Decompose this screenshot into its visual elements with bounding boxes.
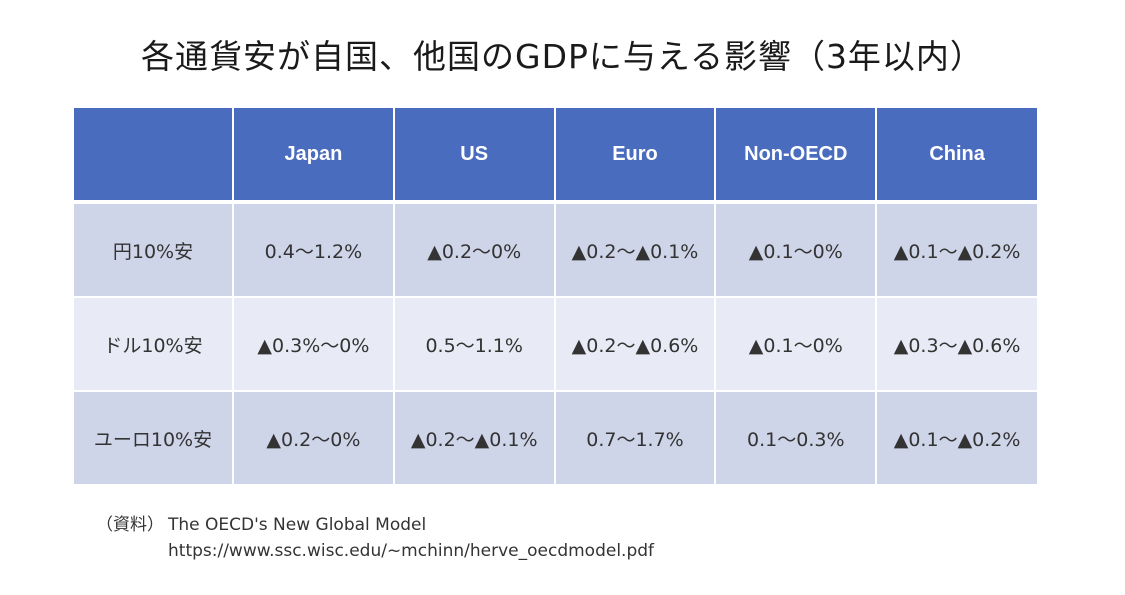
table-cell: ▲0.3%～0% bbox=[233, 297, 395, 392]
table-cell: ▲0.2～0% bbox=[393, 202, 556, 298]
source-note: （資料） The OECD's New Global Model https://… bbox=[96, 512, 654, 564]
table-row: ユーロ10%安 ▲0.2～0% ▲0.2～▲0.1% 0.7～1.7% 0.1～… bbox=[74, 391, 1037, 486]
gdp-impact-table: Japan US Euro Non-OECD China 円10%安 0.4～1… bbox=[74, 108, 1037, 486]
source-url: https://www.ssc.wisc.edu/~mchinn/herve_o… bbox=[168, 541, 655, 561]
header-japan: Japan bbox=[233, 108, 395, 204]
table-cell: 0.5～1.1% bbox=[393, 297, 556, 392]
header-non-oecd: Non-OECD bbox=[715, 108, 878, 204]
row-label: ドル10%安 bbox=[74, 297, 234, 392]
row-label: 円10%安 bbox=[74, 202, 234, 298]
source-name: The OECD's New Global Model bbox=[168, 515, 427, 535]
table-row: 円10%安 0.4～1.2% ▲0.2～0% ▲0.2～▲0.1% ▲0.1～0… bbox=[74, 202, 1037, 298]
table-cell: 0.1～0.3% bbox=[715, 391, 878, 486]
header-euro: Euro bbox=[554, 108, 717, 204]
table-cell: ▲0.1～0% bbox=[715, 297, 878, 392]
table-row: ドル10%安 ▲0.3%～0% 0.5～1.1% ▲0.2～▲0.6% ▲0.1… bbox=[74, 297, 1037, 392]
header-us: US bbox=[393, 108, 556, 204]
table-cell: ▲0.2～▲0.1% bbox=[554, 202, 717, 298]
source-label: （資料） bbox=[96, 515, 164, 535]
header-china: China bbox=[876, 108, 1037, 204]
page-title: 各通貨安が自国、他国のGDPに与える影響（3年以内） bbox=[141, 37, 984, 76]
row-label: ユーロ10%安 bbox=[74, 391, 234, 486]
table-cell: ▲0.1～▲0.2% bbox=[876, 202, 1037, 298]
table-cell: ▲0.1～0% bbox=[715, 202, 878, 298]
table-header-row: Japan US Euro Non-OECD China bbox=[74, 108, 1037, 204]
header-corner bbox=[74, 108, 234, 204]
table-cell: 0.4～1.2% bbox=[233, 202, 395, 298]
table-cell: ▲0.3～▲0.6% bbox=[876, 297, 1037, 392]
table-cell: 0.7～1.7% bbox=[554, 391, 717, 486]
table-cell: ▲0.1～▲0.2% bbox=[876, 391, 1037, 486]
table-cell: ▲0.2～▲0.1% bbox=[393, 391, 556, 486]
table-cell: ▲0.2～0% bbox=[233, 391, 395, 486]
table-cell: ▲0.2～▲0.6% bbox=[554, 297, 717, 392]
